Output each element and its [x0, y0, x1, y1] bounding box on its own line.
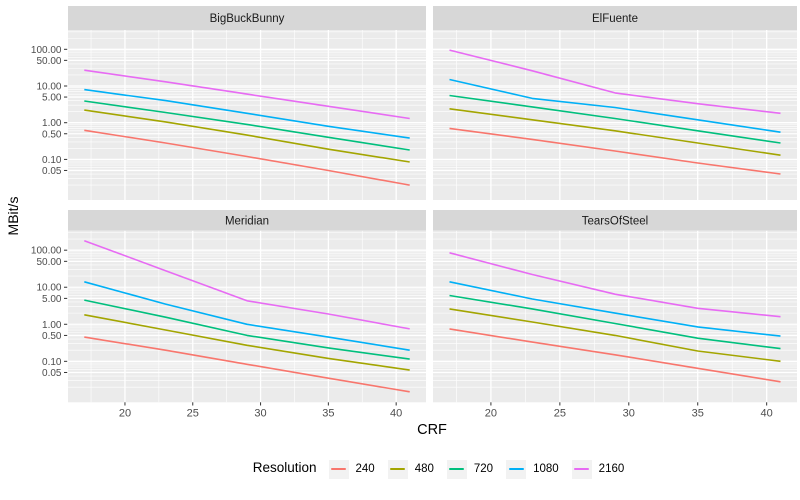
- panel-background: [433, 230, 797, 403]
- series-line-240: [84, 129, 410, 186]
- facet-panel: ElFuente: [433, 6, 797, 200]
- series-line-480: [449, 308, 781, 363]
- panel-background: [68, 230, 426, 403]
- gridlines: [68, 30, 426, 200]
- legend-item: 2160: [571, 459, 625, 479]
- facet-panel: BigBuckBunny: [68, 6, 426, 200]
- y-tick-label: 5.00: [42, 93, 62, 104]
- legend-key-line: [331, 468, 347, 470]
- y-tick-label: 10.00: [36, 283, 61, 294]
- facet-strip: [68, 210, 426, 231]
- x-tick-label: 40: [390, 407, 402, 419]
- legend-item: 720: [446, 459, 494, 479]
- series-line-240: [449, 127, 781, 175]
- y-tick-label: 0.50: [42, 331, 62, 342]
- series-line-1080: [449, 78, 781, 133]
- series-line-2160: [84, 239, 410, 330]
- facet-strip-label: BigBuckBunny: [210, 13, 285, 25]
- y-tick-label: 1.00: [42, 118, 62, 129]
- series-line-720: [449, 94, 781, 144]
- y-tick-label: 0.05: [42, 368, 62, 379]
- y-tick-label: 100.00: [31, 45, 62, 56]
- legend-key: [328, 459, 349, 479]
- legend-key: [506, 459, 527, 479]
- x-tick-label: 40: [761, 407, 773, 419]
- x-tick-label: 20: [485, 407, 497, 419]
- x-tick-label: 35: [692, 407, 704, 419]
- legend-key-line: [449, 468, 465, 470]
- x-tick-label: 30: [623, 407, 635, 419]
- series-line-2160: [84, 69, 410, 120]
- legend-item-label: 240: [355, 463, 375, 475]
- legend-item-label: 2160: [598, 463, 625, 475]
- x-axis-title: CRF: [417, 422, 447, 438]
- facet-strip-label: Meridian: [225, 215, 269, 227]
- series-line-240: [84, 336, 410, 393]
- legend-key-line: [574, 468, 590, 470]
- legend-items: 240 480 720 1080 2160: [328, 457, 638, 479]
- series-line-480: [84, 109, 410, 163]
- legend-key: [571, 459, 592, 479]
- series-line-480: [84, 314, 410, 371]
- legend-item-label: 480: [414, 463, 434, 475]
- y-tick-label: 1.00: [42, 320, 62, 331]
- legend-title: Resolution: [252, 460, 317, 476]
- legend-item-label: 1080: [533, 463, 559, 475]
- gridlines: [68, 230, 426, 403]
- facet-strip-label: ElFuente: [592, 13, 638, 25]
- y-tick-label: 50.00: [36, 257, 61, 268]
- legend-item: 480: [387, 459, 434, 479]
- facet-strip: [433, 6, 797, 30]
- legend-key-line: [390, 468, 406, 470]
- legend: Resolution 240 480 720 1080 2160: [0, 457, 800, 479]
- series-line-240: [449, 328, 781, 383]
- legend-key: [387, 459, 408, 479]
- facet-strip-label: TearsOfSteel: [582, 215, 648, 227]
- y-tick-label: 0.10: [42, 155, 62, 166]
- y-tick-label: 100.00: [31, 246, 62, 257]
- series-line-720: [84, 100, 410, 151]
- series-line-720: [84, 299, 410, 360]
- legend-item-label: 720: [473, 463, 494, 475]
- y-tick-label: 0.10: [42, 357, 62, 368]
- panel-background: [433, 30, 797, 200]
- y-tick-label: 10.00: [36, 82, 61, 93]
- y-tick-label: 50.00: [36, 56, 61, 67]
- legend-item: 1080: [506, 459, 559, 479]
- x-tick-label: 20: [119, 407, 131, 419]
- legend-key-line: [508, 468, 524, 470]
- series-line-1080: [449, 281, 781, 337]
- panel-background: [68, 30, 426, 200]
- y-tick-label: 5.00: [42, 294, 62, 305]
- series-line-2160: [449, 252, 781, 318]
- facet-strip: [433, 210, 797, 231]
- facet-panel: Meridian: [68, 210, 426, 403]
- y-tick-label: 0.05: [42, 166, 62, 177]
- x-tick-label: 25: [554, 407, 566, 419]
- facet-panel: TearsOfSteel: [433, 210, 797, 403]
- series-line-480: [449, 108, 781, 156]
- x-tick-label: 35: [322, 407, 334, 419]
- series-line-1080: [84, 281, 410, 351]
- legend-key: [446, 459, 467, 479]
- legend-item: 240: [328, 459, 375, 479]
- x-tick-label: 30: [254, 407, 266, 419]
- series-line-2160: [449, 49, 781, 115]
- y-axis-title: MBit/s: [5, 196, 21, 236]
- x-tick-label: 25: [187, 407, 199, 419]
- gridlines: [433, 30, 797, 200]
- y-tick-label: 0.50: [42, 129, 62, 140]
- series-line-1080: [84, 88, 410, 139]
- facet-strip: [68, 6, 426, 30]
- series-line-720: [449, 294, 781, 350]
